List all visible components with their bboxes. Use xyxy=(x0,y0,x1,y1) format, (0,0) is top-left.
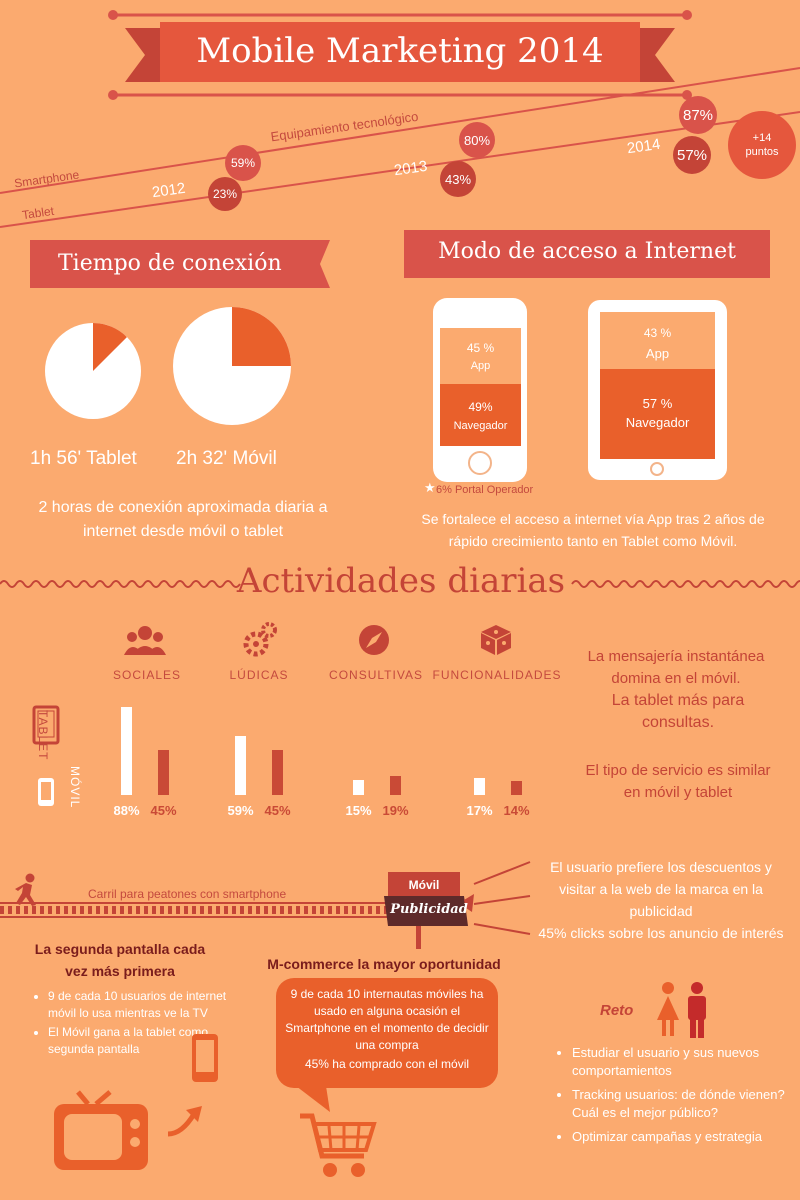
connection-summary: 2 horas de conexión aproximada diaria a … xyxy=(38,499,328,540)
bonus-label: +14 puntos xyxy=(745,132,779,158)
second-screen-bullet-2: El Móvil gana a la tablet como segunda p… xyxy=(48,1024,238,1058)
value-2013-smartphone: 80% xyxy=(463,133,491,148)
walking-person-icon xyxy=(15,873,36,906)
value-2014-tablet: 57% xyxy=(676,147,708,164)
phone-browser-percent: 49% xyxy=(468,400,493,414)
access-summary: Se fortalece el acceso a internet vía Ap… xyxy=(421,511,765,549)
lane-label: Carril para peatones con smartphone xyxy=(88,887,287,901)
value-2013-tablet: 43% xyxy=(444,172,472,187)
second-screen-list: 9 de cada 10 usuarios de internet móvil … xyxy=(30,988,238,1060)
devices xyxy=(433,298,727,482)
tablet-app-percent: 43 % xyxy=(643,326,672,340)
access-title: Modo de acceso a Internet xyxy=(438,239,736,264)
value-2012-smartphone: 59% xyxy=(230,156,256,170)
value-2014-smartphone: 87% xyxy=(682,107,714,124)
page-title: Mobile Marketing 2014 xyxy=(196,31,604,71)
access-banner xyxy=(404,230,770,278)
challenge-list: Estudiar el usuario y sus nuevos comport… xyxy=(554,1044,792,1148)
category-funcionalidades: FUNCIONALIDADES xyxy=(432,668,562,682)
compass-icon xyxy=(359,625,389,655)
second-screen-title: La segunda pantalla cada vez más primera xyxy=(34,941,206,979)
pie-tablet-slice xyxy=(93,323,127,371)
ad-note: El usuario prefiere los descuentos y vis… xyxy=(550,859,772,919)
phone-home-button xyxy=(468,451,492,475)
activity-bar xyxy=(272,750,283,795)
second-screen-bullet-1: 9 de cada 10 usuarios de internet móvil … xyxy=(48,988,238,1022)
activity-note-1b: La tablet más para consultas. xyxy=(611,692,745,731)
title-banner xyxy=(108,10,692,100)
gears-icon xyxy=(243,622,277,657)
activity-bar-label: 17% xyxy=(466,803,492,818)
dot-2014-smartphone xyxy=(679,96,717,134)
activity-bar-label: 15% xyxy=(345,803,371,818)
activities-wave xyxy=(0,580,800,588)
star-icon: ★ xyxy=(424,480,436,495)
activity-bar xyxy=(390,776,401,795)
dice-icon xyxy=(481,625,511,655)
phone-app-label: App xyxy=(470,360,491,372)
pedestrian-lane xyxy=(0,861,531,949)
phone-app-percent: 45 % xyxy=(466,341,495,355)
connection-banner xyxy=(30,240,330,288)
activities-title: Actividades diarias xyxy=(236,561,566,601)
activity-bar-label: 19% xyxy=(382,803,408,818)
bonus-circle xyxy=(728,111,796,179)
phone-browser-label: Navegador xyxy=(453,420,508,432)
arrow-up-icon xyxy=(167,1106,202,1137)
connection-title: Tiempo de conexión xyxy=(58,251,282,276)
pie-mobile-slice xyxy=(232,307,291,366)
mcommerce-title: M-commerce la mayor oportunidad xyxy=(267,956,501,972)
ad-note-2: 45% clicks sobre los anuncio de interés xyxy=(538,925,784,941)
ad-sign xyxy=(384,872,474,926)
mobile-time-label: 2h 32' Móvil xyxy=(176,448,277,469)
equipment-lines xyxy=(0,67,800,228)
ad-sign-bottom: Publicidad xyxy=(390,902,468,917)
dot-2012-smartphone xyxy=(225,145,261,181)
social-icon xyxy=(124,626,166,655)
activity-bar xyxy=(158,750,169,795)
challenge-title: Reto xyxy=(600,1002,634,1019)
dot-2012-tablet xyxy=(208,177,242,211)
activity-bar-label: 45% xyxy=(150,803,176,818)
tablet-app-label: App xyxy=(645,346,670,361)
activity-note-1a: La mensajería instantánea domina en el m… xyxy=(587,648,765,687)
tablet-browser-percent: 57 % xyxy=(642,396,673,411)
shopping-cart-icon xyxy=(300,1113,377,1177)
category-consultivas: CONSULTIVAS xyxy=(329,668,423,682)
activity-chart: 88% 45% 59% 45% 15% 19% 17% 14% xyxy=(113,707,530,818)
challenge-bullet-2: Tracking usuarios: de dónde vienen? Cuál… xyxy=(572,1086,792,1122)
tablet-row-icon xyxy=(32,705,60,745)
activity-note-2: El tipo de servicio es similar en móvil … xyxy=(585,762,771,801)
category-sociales: SOCIALES xyxy=(112,668,182,682)
ad-sign-top: Móvil xyxy=(408,878,440,892)
mcommerce-body: 9 de cada 10 internautas móviles ha usad… xyxy=(285,987,489,1052)
phone-row-icon xyxy=(38,778,54,806)
activity-bar-label: 59% xyxy=(227,803,253,818)
challenge-bullet-1: Estudiar el usuario y sus nuevos comport… xyxy=(572,1044,792,1080)
activity-bar xyxy=(353,780,364,795)
activity-bar xyxy=(511,781,522,795)
category-ludicas: LÚDICAS xyxy=(229,668,289,682)
dot-2014-tablet xyxy=(673,136,711,174)
connection-pies xyxy=(45,307,291,425)
portal-note: 6% Portal Operador xyxy=(436,484,534,496)
activity-bar xyxy=(474,778,485,795)
activity-bar-label: 45% xyxy=(264,803,290,818)
activity-bar xyxy=(121,707,132,795)
activity-bar xyxy=(235,736,246,795)
value-2012-tablet: 23% xyxy=(212,187,238,201)
dot-2013-tablet xyxy=(440,161,476,197)
people-icon xyxy=(657,982,706,1038)
mcommerce-body-2: 45% ha comprado con el móvil xyxy=(304,1057,470,1071)
tablet-home-button xyxy=(650,462,664,476)
activity-bar-label: 14% xyxy=(503,803,529,818)
dot-2013-smartphone xyxy=(459,122,495,158)
challenge-bullet-3: Optimizar campañas y estrategia xyxy=(572,1128,792,1146)
tablet-time-label: 1h 56' Tablet xyxy=(30,448,137,469)
activity-bar-label: 88% xyxy=(113,803,139,818)
tablet-browser-label: Navegador xyxy=(625,415,690,430)
tv-icon xyxy=(54,1090,148,1170)
phone-small-icon xyxy=(192,1034,218,1082)
